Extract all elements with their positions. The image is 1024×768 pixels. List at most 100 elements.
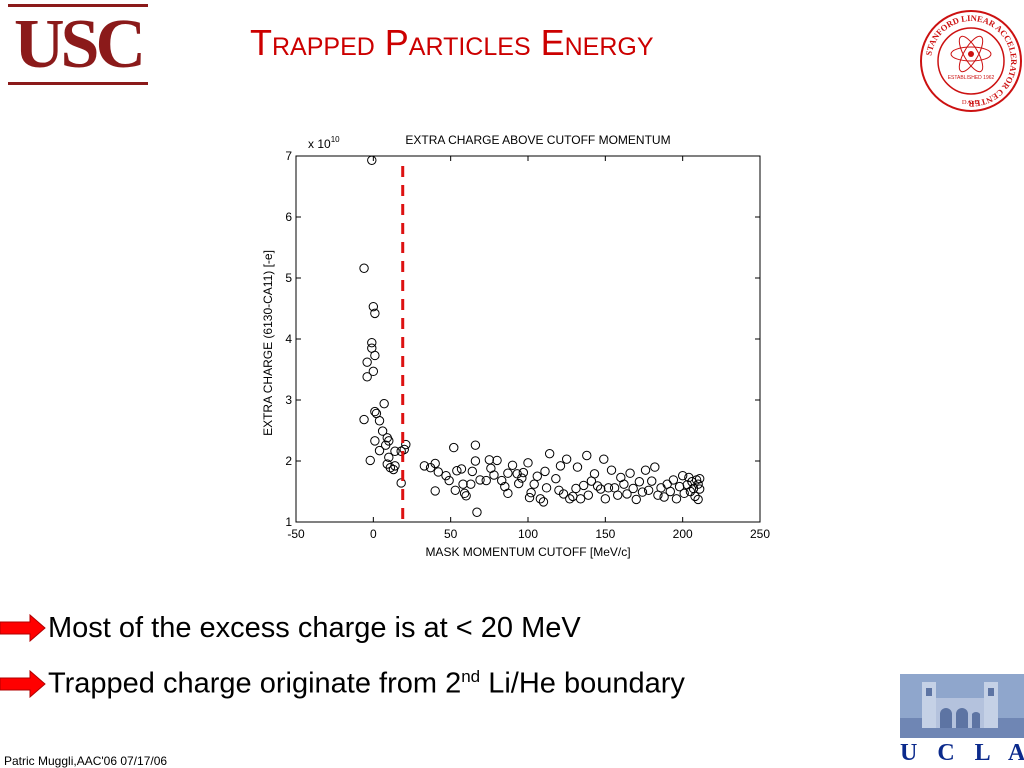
data-point [600,494,611,504]
data-point [441,470,451,481]
data-point [578,480,589,491]
y-tick-label: 5 [285,271,292,285]
data-point [458,479,468,489]
data-point [582,450,592,461]
y-tick-label: 4 [285,332,292,346]
data-point [526,488,536,498]
data-point [622,489,632,499]
y-axis-multiplier: x 1010 [308,135,340,151]
data-point [647,476,657,486]
slac-seal-logo: STANFORD LINEAR ACCELERATOR CENTER ESTAB… [920,10,1022,112]
data-point [640,465,651,475]
data-point [475,475,485,485]
ucla-logo-text: U C L A [900,740,1024,766]
data-point [396,478,406,488]
y-tick-label: 7 [285,149,292,163]
x-tick-label: 50 [444,527,458,541]
red-arrow-icon [0,614,46,642]
data-point [606,465,617,475]
data-point [467,466,478,477]
data-point [456,464,467,474]
data-point [430,486,440,496]
slide-title: Trapped Particles Energy [250,22,654,63]
data-point [637,487,648,497]
data-point [367,337,377,348]
data-point [529,479,539,489]
data-point [430,458,440,469]
royce-hall-image [900,674,1024,738]
data-point [503,468,513,478]
data-point [595,484,606,494]
data-point [374,416,385,426]
data-point [362,372,372,382]
data-point [381,440,391,450]
data-point [377,426,388,436]
data-point [359,263,369,273]
x-tick-label: 0 [370,527,377,541]
data-point [484,455,495,465]
data-point [374,445,385,456]
data-point [444,475,454,486]
usc-logo-top-rule [8,4,148,7]
data-point [694,484,705,494]
data-point [613,490,623,500]
data-point [367,155,377,165]
data-point [628,483,638,494]
red-arrow-icon [0,670,46,698]
data-point [388,464,399,475]
y-tick-label: 6 [285,210,292,224]
data-point [517,473,527,483]
data-point [365,455,375,466]
data-point [544,448,555,459]
data-point [450,485,461,495]
data-point [603,483,614,493]
data-point [433,467,443,477]
x-tick-label: 200 [673,527,693,541]
data-point [472,507,482,517]
x-tick-label: 100 [518,527,538,541]
data-point [379,398,389,409]
y-tick-label: 1 [285,515,292,529]
data-point [561,454,572,464]
data-point [592,481,603,491]
data-point [384,452,394,463]
data-point [523,458,533,468]
x-axis-label: MASK MOMENTUM CUTOFF [MeV/c] [425,545,630,559]
data-point [370,436,380,446]
scatter-chart: -50 0 50 100 150 200 250 1 2 3 4 5 6 7 EXTRA CHARGE A… [261,133,770,559]
data-point [370,350,380,361]
bullet-item: Trapped charge originate from 2nd Li/He … [0,664,685,704]
data-point [470,440,481,450]
data-point [690,491,700,502]
data-point [650,462,660,472]
bullet-text: Trapped charge originate from 2nd Li/He … [48,667,685,700]
data-point [524,492,535,503]
data-point [461,491,471,501]
data-point [694,473,705,484]
data-point [671,494,682,504]
data-point [583,490,594,500]
data-point [385,463,396,473]
chart-title: EXTRA CHARGE ABOVE CUTOFF MOMENTUM [405,133,670,147]
data-point [589,469,600,479]
data-point [449,442,459,453]
y-multiplier-base: x 10 [308,137,331,151]
usc-logo-text: USC [13,6,146,83]
data-point [503,488,513,499]
data-point [693,479,703,489]
data-point [489,470,499,480]
data-point [452,466,462,476]
data-point [619,479,629,489]
data-point [571,483,581,494]
data-point [656,483,666,493]
data-point [362,357,372,367]
data-point [507,460,518,470]
data-point [668,475,679,485]
data-point [532,471,542,481]
data-point [634,477,645,487]
bullet-text: Most of the excess charge is at < 20 MeV [48,611,581,644]
y-tick-label: 3 [285,393,292,407]
usc-logo-bottom-rule [8,82,148,85]
data-point [514,478,524,489]
data-point [575,494,586,504]
